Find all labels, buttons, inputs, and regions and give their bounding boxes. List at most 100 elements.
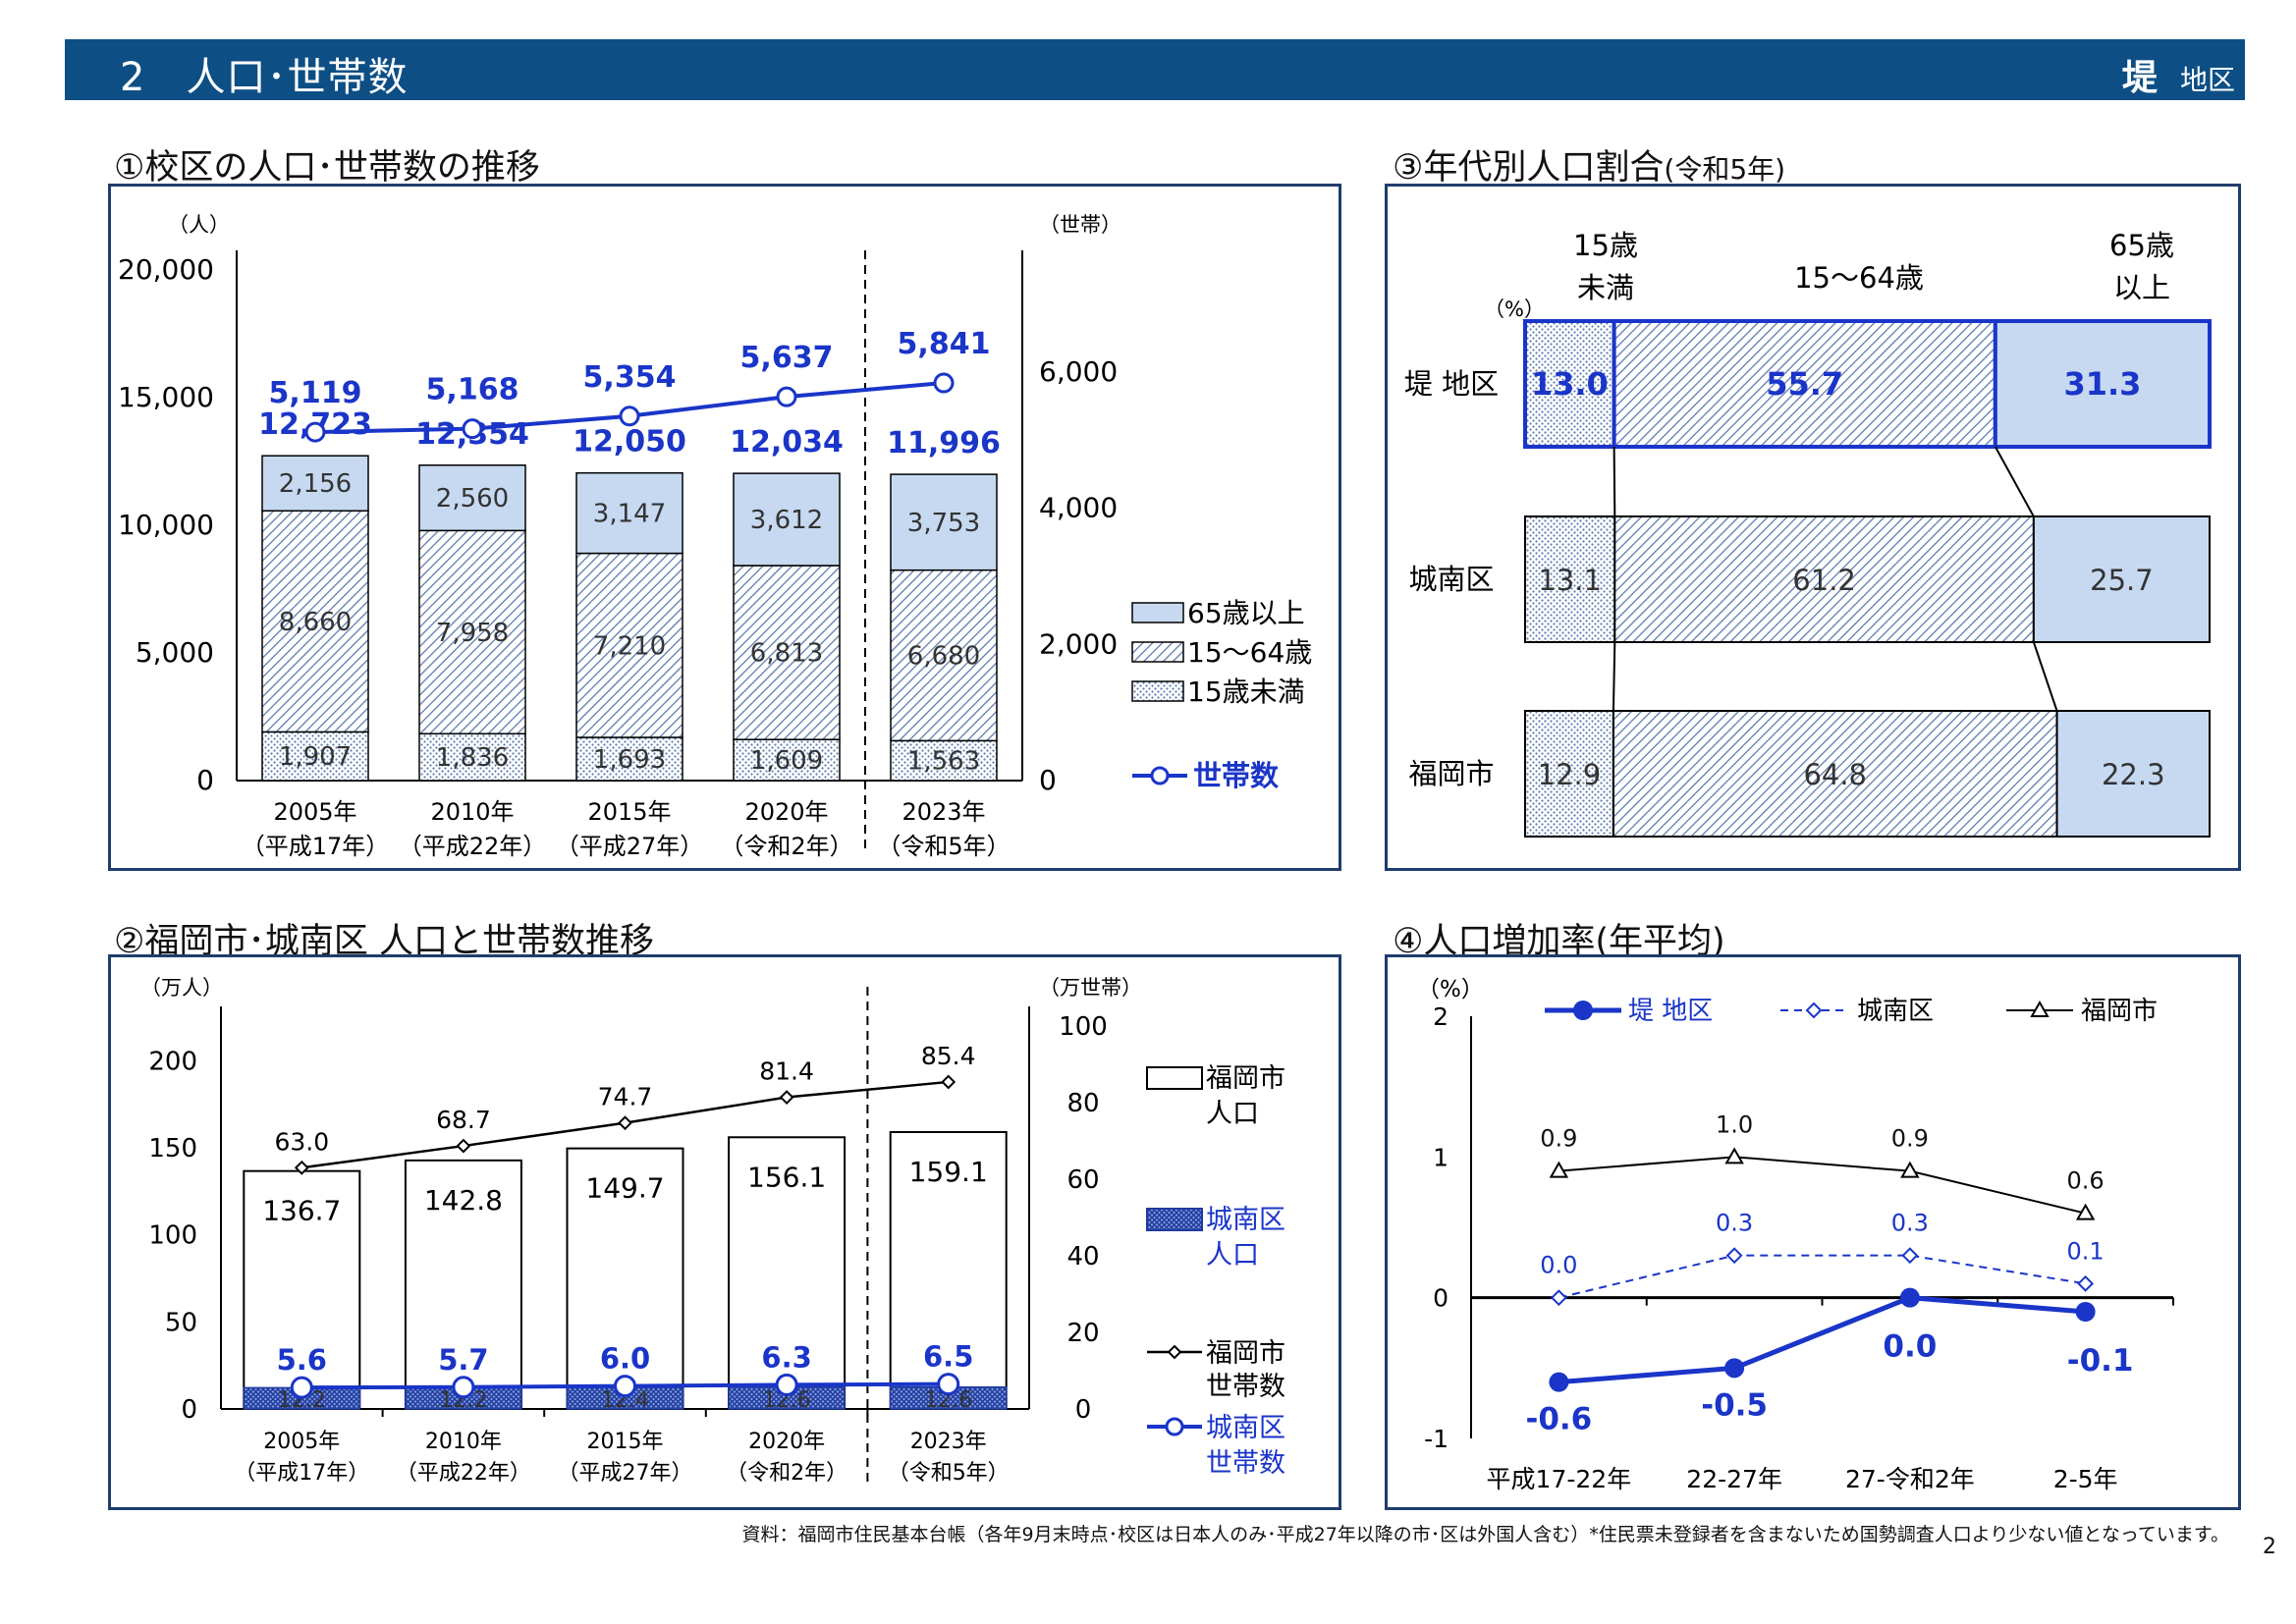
legend-fukuoka-pop-label2: 人口: [1206, 1099, 1259, 1129]
fukuoka-pop-label: 136.7: [262, 1195, 341, 1227]
jonan-line: [1558, 1254, 2086, 1299]
page-number: 2: [2263, 1535, 2276, 1559]
label-15to64: 7,958: [436, 619, 509, 648]
fukuoka-point: [1724, 1147, 1744, 1164]
x-category-sublabel: （平成27年）: [558, 1461, 693, 1486]
jonan-value-label: 0.1: [2067, 1237, 2105, 1265]
fukuoka-point: [1549, 1161, 1569, 1178]
label-under15: 13.1: [1538, 564, 1602, 597]
jonan-point: [1550, 1289, 1567, 1307]
right-tick-label: 80: [1066, 1089, 1099, 1118]
tsutsumi-point: [2075, 1302, 2096, 1322]
district-suffix: 地区: [2179, 64, 2235, 96]
unit-label: （%）: [1484, 298, 1545, 321]
unit-label: （%）: [1417, 977, 1484, 1002]
x-category-sublabel: （平成17年）: [242, 833, 390, 860]
legend-jonan-pop-label: 城南区: [1206, 1205, 1285, 1235]
fukuoka-hh-point: [456, 1138, 471, 1154]
y-tick-label: 0: [1433, 1284, 1449, 1313]
label-under15: 1,693: [593, 745, 666, 775]
fukuoka-value-label: 0.9: [1891, 1125, 1929, 1153]
bar-15to64: [575, 552, 683, 738]
chart2-panel: （万人） （万世帯） 200 150 100 50 0 100 80 60 40 20 0 136.7 12…: [108, 954, 1341, 1510]
fukuoka-line: [1558, 1156, 2086, 1215]
x-category-sublabel: （令和2年）: [720, 833, 852, 860]
bar-15to64: [1613, 515, 2035, 643]
x-category-label: 平成17-22年: [1487, 1465, 1632, 1493]
jonan-hh-point: [775, 1373, 798, 1396]
bar-under15: [418, 732, 526, 782]
households-point: [619, 406, 640, 427]
bar-15to64: [1612, 319, 1997, 449]
legend-households-marker: [1150, 766, 1170, 785]
chart3-svg: 15歳未満 15～64歳 65歳以上 （%） 堤 地区 13.0 55.7 31.3 城南区 13…: [1404, 229, 2212, 838]
x-category-sublabel: （平成27年）: [556, 833, 704, 860]
households-value-label: 5,119: [269, 376, 362, 410]
right-unit-label: （世帯）: [1039, 213, 1121, 237]
row-label: 堤 地区: [1404, 367, 1499, 401]
connector-line: [1994, 446, 2035, 517]
bar-fukuoka-pop: [404, 1159, 522, 1410]
legend-jonan-marker: [1805, 1001, 1823, 1019]
legend-fukuoka-label: 福岡市: [2081, 997, 2158, 1026]
label-under15: 1,563: [907, 747, 980, 777]
x-category-sublabel: （令和5年）: [877, 833, 1010, 860]
section3-title-small: (令和5年): [1664, 153, 1786, 186]
households-point: [304, 421, 326, 443]
bar-under15: [1523, 319, 1616, 449]
y-tick-label: 2: [1433, 1002, 1449, 1031]
legend-jonan-label: 城南区: [1857, 997, 1934, 1026]
y-tick-label: 1: [1433, 1143, 1449, 1171]
right-tick-label: 40: [1066, 1242, 1099, 1272]
label-65plus: 3,753: [907, 509, 980, 538]
fukuoka-point: [2075, 1203, 2096, 1220]
x-category-label: 27-令和2年: [1845, 1465, 1975, 1493]
left-tick-label: 20,000: [118, 253, 214, 286]
legend-fukuoka-hh-label: 福岡市: [1206, 1338, 1285, 1369]
tsutsumi-point: [1724, 1358, 1745, 1379]
jonan-point: [2077, 1274, 2095, 1292]
legend-jonan-hh-label2: 世帯数: [1206, 1448, 1285, 1479]
header-65plus-2: 以上: [2113, 271, 2170, 304]
households-value-label: 5,168: [426, 373, 519, 407]
row-label: 福岡市: [1408, 757, 1494, 790]
bar-65plus: [261, 455, 369, 513]
fukuoka-value-label: 1.0: [1716, 1110, 1753, 1138]
left-tick-label: 0: [196, 764, 214, 796]
tsutsumi-line: [1558, 1295, 2086, 1385]
households-point: [933, 372, 955, 394]
bar-fukuoka-pop: [566, 1147, 684, 1410]
right-tick-label: 0: [1075, 1395, 1092, 1425]
right-tick-label: 100: [1059, 1012, 1108, 1042]
bar-under15: [575, 736, 683, 782]
legend-under15-swatch: [1131, 680, 1184, 702]
label-under15: 1,836: [436, 743, 509, 773]
jonan-hh-point: [937, 1373, 960, 1396]
bar-fukuoka-pop: [889, 1130, 1008, 1411]
legend-fukuoka-hh-label2: 世帯数: [1206, 1372, 1285, 1402]
x-category-sublabel: （平成17年）: [234, 1461, 369, 1486]
legend-tsutsumi-marker: [1573, 1001, 1593, 1020]
fukuoka-pop-label: 156.1: [747, 1161, 826, 1193]
label-15to64: 6,680: [907, 642, 980, 672]
legend-fukuoka-marker: [2030, 1000, 2050, 1017]
connector-line: [1612, 641, 1616, 712]
right-unit-label: （万世帯）: [1039, 976, 1142, 1000]
fukuoka-value-label: 0.6: [2067, 1167, 2105, 1195]
x-category-label: 2010年: [430, 798, 514, 826]
fukuoka-hh-label: 68.7: [436, 1106, 491, 1134]
legend-fukuoka-pop-swatch: [1146, 1066, 1203, 1090]
bar-65plus: [2055, 710, 2211, 838]
x-category-label: 2010年: [425, 1430, 502, 1454]
left-tick-label: 0: [181, 1395, 197, 1425]
fukuoka-pop-label: 149.7: [585, 1172, 664, 1205]
fukuoka-point: [1900, 1161, 1920, 1178]
bar-15to64: [733, 565, 841, 740]
total-label: 11,996: [887, 426, 1001, 460]
x-category-label: 2015年: [587, 798, 671, 826]
tsutsumi-value-label: -0.5: [1701, 1387, 1768, 1423]
chart3-panel: 15歳 未満 15～64歳 65歳 以上 （%） 堤 地区 13.0 55.7 31.3 城南区 13…: [1385, 184, 2241, 871]
right-tick-label: 20: [1066, 1319, 1099, 1348]
legend-fukuoka-pop-label: 福岡市: [1206, 1063, 1285, 1094]
y-tick-label: -1: [1424, 1425, 1449, 1453]
